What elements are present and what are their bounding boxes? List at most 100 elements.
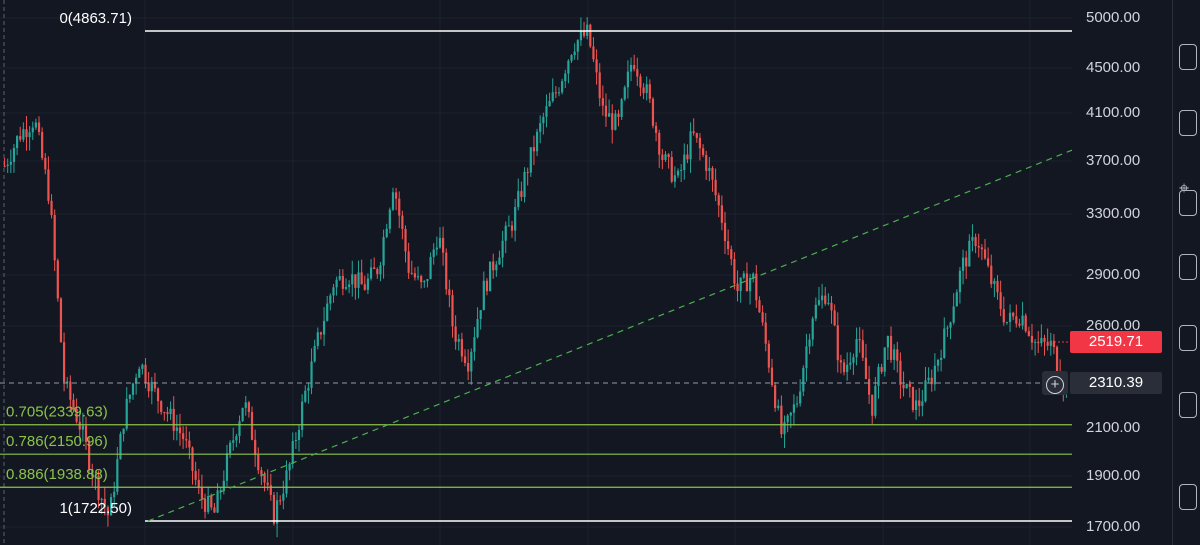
candle-body (629, 65, 633, 72)
candle-body (413, 273, 417, 278)
candle-body (135, 377, 138, 384)
settings-icon[interactable] (1179, 190, 1197, 216)
candle-body (908, 383, 911, 387)
candle-body (473, 337, 476, 352)
candle-body (654, 125, 658, 133)
candle-body (222, 480, 225, 491)
candle-body (1015, 316, 1018, 324)
chart-icon-4[interactable] (1179, 484, 1197, 510)
candle-body (1052, 340, 1056, 347)
candle-body (66, 381, 69, 383)
candle-body (952, 306, 955, 323)
candle-body (460, 339, 463, 357)
candle-body (197, 479, 200, 488)
candle-body (191, 447, 194, 471)
candle-body (373, 267, 376, 269)
candle-body (150, 381, 153, 392)
price-axis[interactable]: 5000.00 4500.00 4100.00 3700.00 3300.00 2900.… (1072, 0, 1170, 545)
fib-label: 1(1722.50) (59, 500, 132, 517)
candle-body (752, 273, 755, 278)
candle-body (401, 215, 404, 229)
candle-body (338, 276, 341, 280)
candle-body (846, 364, 849, 373)
candle-body (391, 192, 395, 210)
candle-body (987, 258, 990, 266)
candle-body (122, 428, 125, 434)
candle-body (990, 265, 993, 285)
candle-body (407, 251, 410, 273)
candle-body (128, 394, 131, 399)
candle-body (291, 440, 294, 464)
candle-body (770, 367, 774, 386)
add-alert-button[interactable]: + (1042, 371, 1068, 395)
candle-body (244, 402, 247, 408)
candle-body (156, 388, 160, 402)
candle-body (285, 470, 288, 494)
candle-body (88, 442, 91, 470)
candle-body (388, 209, 391, 229)
candle-body (701, 148, 705, 156)
candle-body (59, 298, 63, 343)
candle-body (526, 171, 529, 173)
candle-body (924, 380, 927, 402)
candle-body (451, 295, 454, 327)
candle-body (1043, 337, 1046, 342)
candle-body (250, 411, 254, 440)
candle-body (858, 339, 861, 341)
candle-body (1008, 312, 1012, 322)
candle-body (1027, 331, 1030, 336)
candle-body (332, 287, 335, 296)
candle-body (720, 205, 723, 223)
candle-body (385, 228, 388, 238)
candle-body (254, 439, 257, 455)
candle-body (742, 273, 745, 278)
chart-icon[interactable] (1179, 254, 1197, 280)
candle-body (614, 113, 617, 130)
trend-line (147, 149, 1073, 522)
candle-body (169, 408, 172, 415)
candle-body (247, 402, 250, 412)
candle-body (692, 131, 695, 134)
candle-body (31, 127, 34, 133)
fib-label: 0.705(2339.63) (6, 404, 108, 421)
candle-body (269, 485, 272, 495)
candle-body (178, 427, 182, 434)
candle-body (448, 289, 451, 296)
candle-body (272, 494, 276, 524)
candle-body (626, 71, 630, 88)
chart-icon-3[interactable] (1179, 392, 1197, 418)
candle-body (1024, 315, 1027, 332)
candle-body (103, 498, 106, 508)
candle-body (501, 240, 504, 258)
candle-body (814, 304, 817, 319)
candle-body (955, 292, 958, 307)
candle-body (495, 264, 498, 271)
grid-icon[interactable] (1179, 110, 1197, 136)
candle-body (423, 281, 426, 283)
candle-body (545, 106, 548, 117)
candle-body (62, 342, 66, 383)
price-tick-label: 1700.00 (1086, 518, 1141, 535)
layout-icon[interactable] (1179, 44, 1197, 70)
candle-body (886, 335, 889, 348)
candle-body (109, 497, 113, 516)
crosshair-icon[interactable]: ⌖ (1179, 178, 1190, 198)
candle-body (780, 405, 783, 435)
candle-body (326, 303, 329, 321)
candle-body (172, 408, 175, 431)
candle-body (604, 105, 608, 117)
candle-body (570, 55, 573, 61)
candle-body (366, 278, 370, 290)
fib-label: 0.786(2150.96) (6, 433, 108, 450)
candle-body (595, 59, 598, 73)
candle-body (999, 292, 1002, 310)
candle-body (219, 490, 222, 492)
candle-body (241, 407, 244, 422)
chart-icon-2[interactable] (1179, 325, 1197, 351)
candle-body (598, 72, 601, 99)
candle-body (41, 132, 44, 158)
candle-body (498, 257, 501, 265)
candle-body (91, 469, 94, 477)
